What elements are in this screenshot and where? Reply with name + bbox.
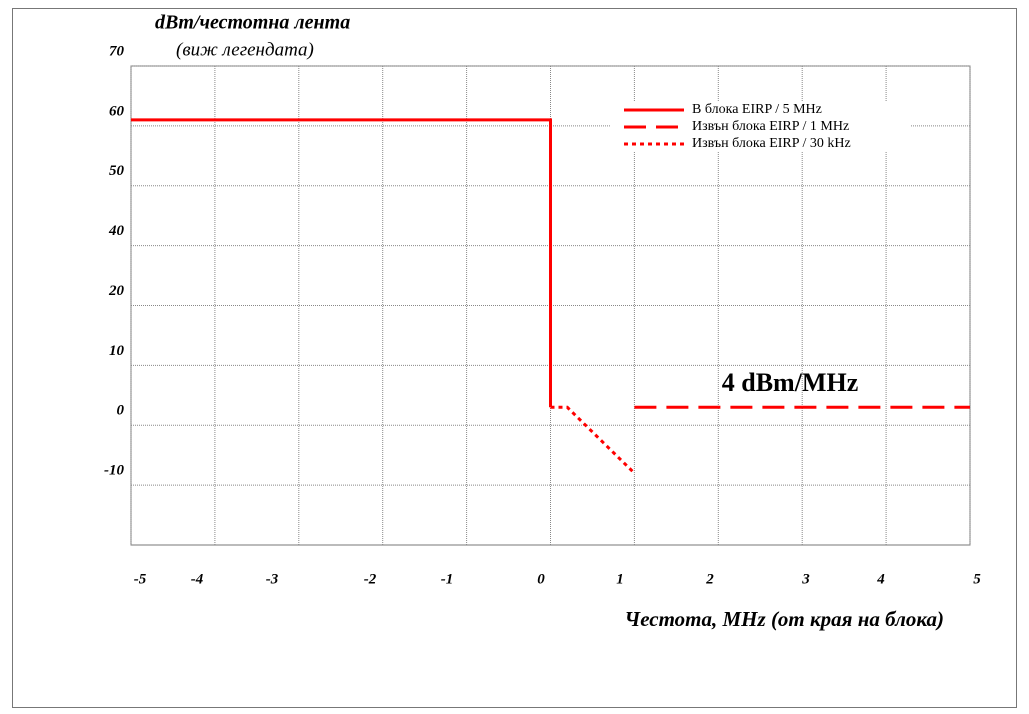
- y-tick-label: 20: [108, 283, 125, 299]
- legend-label: Извън блока EIRP / 1 MHz: [692, 119, 849, 134]
- legend-label: Извън блока EIRP / 30 kHz: [692, 136, 851, 151]
- x-tick-label: -3: [266, 571, 279, 587]
- legend-bg: [610, 101, 910, 118]
- y-tick-label: 0: [117, 403, 125, 419]
- x-tick-label: 4: [876, 571, 885, 587]
- legend-bg: [610, 118, 910, 135]
- y-tick-label: 70: [109, 43, 125, 59]
- x-tick-label: 2: [705, 571, 714, 587]
- x-tick-label: 1: [616, 571, 624, 587]
- x-tick-label: 3: [801, 571, 810, 587]
- y-tick-label: 60: [109, 103, 125, 119]
- data-line: [131, 118, 552, 408]
- x-tick-label: -5: [134, 571, 147, 587]
- x-tick-label: -4: [191, 571, 204, 587]
- y-tick-label: -10: [104, 463, 124, 479]
- legend-label: В блока EIRP / 5 MHz: [692, 102, 822, 117]
- frame: [12, 8, 1017, 708]
- x-tick-label: -1: [441, 571, 454, 587]
- legend-bg: [610, 135, 910, 152]
- y-tick-label: 40: [108, 223, 125, 239]
- data-line: [550, 405, 636, 475]
- x-tick-label: -2: [364, 571, 377, 587]
- chart-title: dBm/честотна лента: [155, 12, 350, 34]
- annotation: 4 dBm/MHz: [722, 368, 859, 397]
- x-tick-label: 0: [537, 571, 545, 587]
- y-tick-label: 10: [109, 343, 125, 359]
- x-tick-label: 5: [973, 571, 981, 587]
- chart-subtitle: (виж легендата): [176, 39, 314, 60]
- x-axis-label: Честота, MHz (от края на блока): [625, 607, 944, 631]
- y-tick-label: 50: [109, 163, 125, 179]
